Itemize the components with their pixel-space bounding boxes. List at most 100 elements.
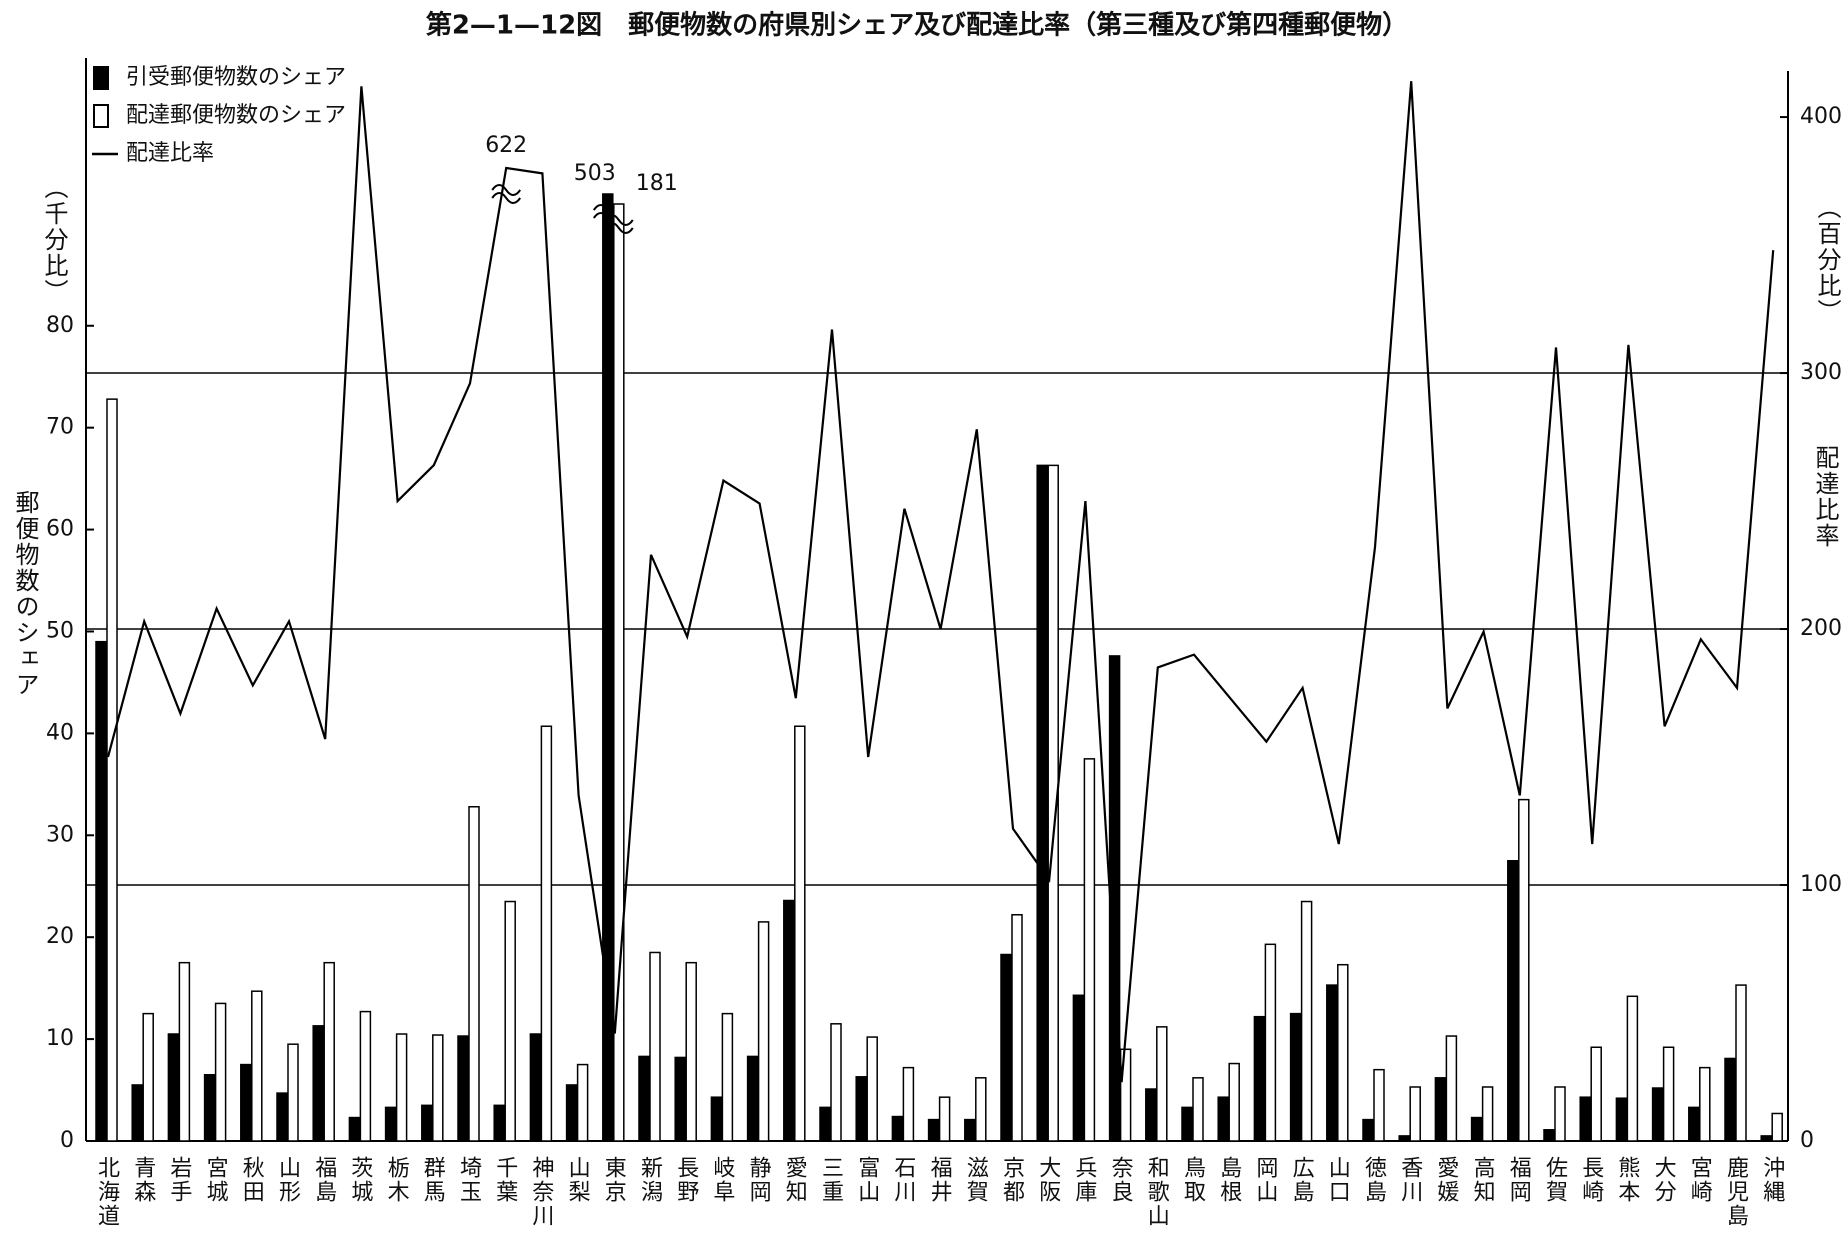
x-tick-label: 栃木	[384, 1156, 410, 1204]
bar	[1337, 963, 1349, 1142]
legend-swatch	[93, 104, 109, 128]
y-tick-label: 0	[60, 1128, 74, 1153]
x-tick-label: 埼玉	[456, 1156, 482, 1204]
bar	[1300, 900, 1313, 1142]
bar	[432, 1034, 444, 1142]
bar	[1326, 984, 1338, 1142]
bar	[927, 1118, 940, 1142]
bar	[1626, 995, 1639, 1142]
x-tick-label: 鹿児島	[1723, 1156, 1749, 1228]
bar	[746, 1055, 759, 1142]
bar	[649, 951, 661, 1142]
bar	[1011, 914, 1023, 1142]
bar	[421, 1104, 433, 1142]
bar	[1470, 1116, 1483, 1142]
bar	[891, 1115, 904, 1142]
bar	[1398, 1135, 1410, 1142]
legend-label: 引受郵便物数のシェア	[126, 65, 346, 90]
bar	[1445, 1035, 1458, 1142]
y-tick-label: 10	[46, 1026, 74, 1051]
axis-break	[491, 184, 522, 204]
bar	[1119, 1048, 1132, 1142]
bar	[493, 1104, 505, 1142]
bar	[276, 1092, 288, 1142]
y-tick-label: 30	[46, 822, 74, 847]
x-tick-label: 宮城	[203, 1156, 229, 1204]
x-tick-label: 岩手	[166, 1156, 192, 1204]
bar	[1507, 860, 1519, 1142]
y-tick-label: 60	[46, 517, 74, 542]
bar	[685, 961, 697, 1142]
bar	[1554, 1086, 1566, 1142]
bar	[1615, 1097, 1628, 1142]
bar	[565, 1084, 578, 1142]
bar	[1409, 1086, 1421, 1142]
bar	[794, 725, 806, 1142]
x-tick-label: 愛知	[782, 1156, 808, 1204]
bar	[1518, 798, 1530, 1142]
value-label: 503	[574, 161, 616, 186]
bar	[1771, 1112, 1783, 1142]
y2-tick-label: 0	[1800, 1128, 1814, 1153]
bar	[638, 1055, 650, 1142]
bar	[1662, 1046, 1675, 1142]
x-tick-label: 千葉	[492, 1156, 518, 1204]
bar	[830, 1023, 842, 1142]
line	[106, 81, 1775, 1083]
bar	[131, 1084, 143, 1142]
x-tick-label: 三重	[818, 1156, 843, 1204]
bar	[1036, 464, 1048, 1142]
bar	[384, 1106, 397, 1142]
x-tick-label: 大分	[1651, 1156, 1677, 1204]
bar	[1590, 1046, 1602, 1142]
x-tick-label: 佐賀	[1542, 1156, 1568, 1204]
bar	[95, 640, 107, 1142]
bar	[167, 1033, 180, 1142]
bar	[1651, 1087, 1664, 1142]
bar	[178, 961, 191, 1142]
legend-label: 配達比率	[126, 141, 214, 166]
x-tick-label: 山形	[275, 1156, 301, 1204]
x-tick-label: 秋田	[239, 1156, 265, 1204]
y-axis-title: 郵便物数のシェア	[11, 490, 39, 698]
bar	[1579, 1096, 1591, 1142]
y-unit: （千分比）	[40, 175, 68, 305]
x-tick-label: 鳥取	[1180, 1156, 1206, 1204]
bar	[1373, 1068, 1385, 1142]
x-tick-label: 神奈川	[528, 1156, 554, 1228]
x-tick-label: 熊本	[1614, 1156, 1640, 1204]
bar	[468, 806, 480, 1142]
x-tick-label: 北海道	[94, 1156, 120, 1228]
x-tick-label: 山口	[1325, 1156, 1350, 1204]
y2-tick-label: 200	[1800, 616, 1842, 641]
bar	[287, 1043, 299, 1142]
chart-title: 第2—1—12図 郵便物数の府県別シェア及び配達比率（第三種及び第四種郵便物）	[426, 10, 1408, 41]
bar	[855, 1076, 867, 1142]
bar	[721, 1012, 734, 1142]
y2-tick-label: 300	[1800, 360, 1842, 385]
bar	[1217, 1096, 1229, 1142]
bar	[1543, 1129, 1555, 1142]
x-tick-label: 徳島	[1361, 1156, 1387, 1204]
bar	[964, 1118, 976, 1142]
x-tick-label: 福井	[927, 1156, 953, 1204]
bar	[323, 961, 335, 1142]
x-tick-label: 香川	[1397, 1156, 1423, 1204]
bar	[1192, 1077, 1204, 1142]
x-tick-label: 島根	[1216, 1156, 1242, 1204]
y-tick-label: 50	[46, 618, 74, 643]
value-label: 181	[636, 171, 678, 196]
bar	[540, 725, 553, 1142]
y2-tick-label: 400	[1800, 104, 1842, 129]
x-tick-label: 石川	[890, 1156, 916, 1204]
bar	[1289, 1012, 1302, 1142]
x-tick-label: 広島	[1289, 1156, 1315, 1204]
bar	[674, 1056, 686, 1142]
bar	[1688, 1106, 1700, 1142]
x-tick-label: 沖縄	[1759, 1156, 1785, 1204]
bar	[214, 1002, 227, 1142]
bar	[1735, 984, 1747, 1142]
x-tick-label: 大阪	[1035, 1156, 1061, 1204]
value-label: 622	[485, 133, 527, 158]
